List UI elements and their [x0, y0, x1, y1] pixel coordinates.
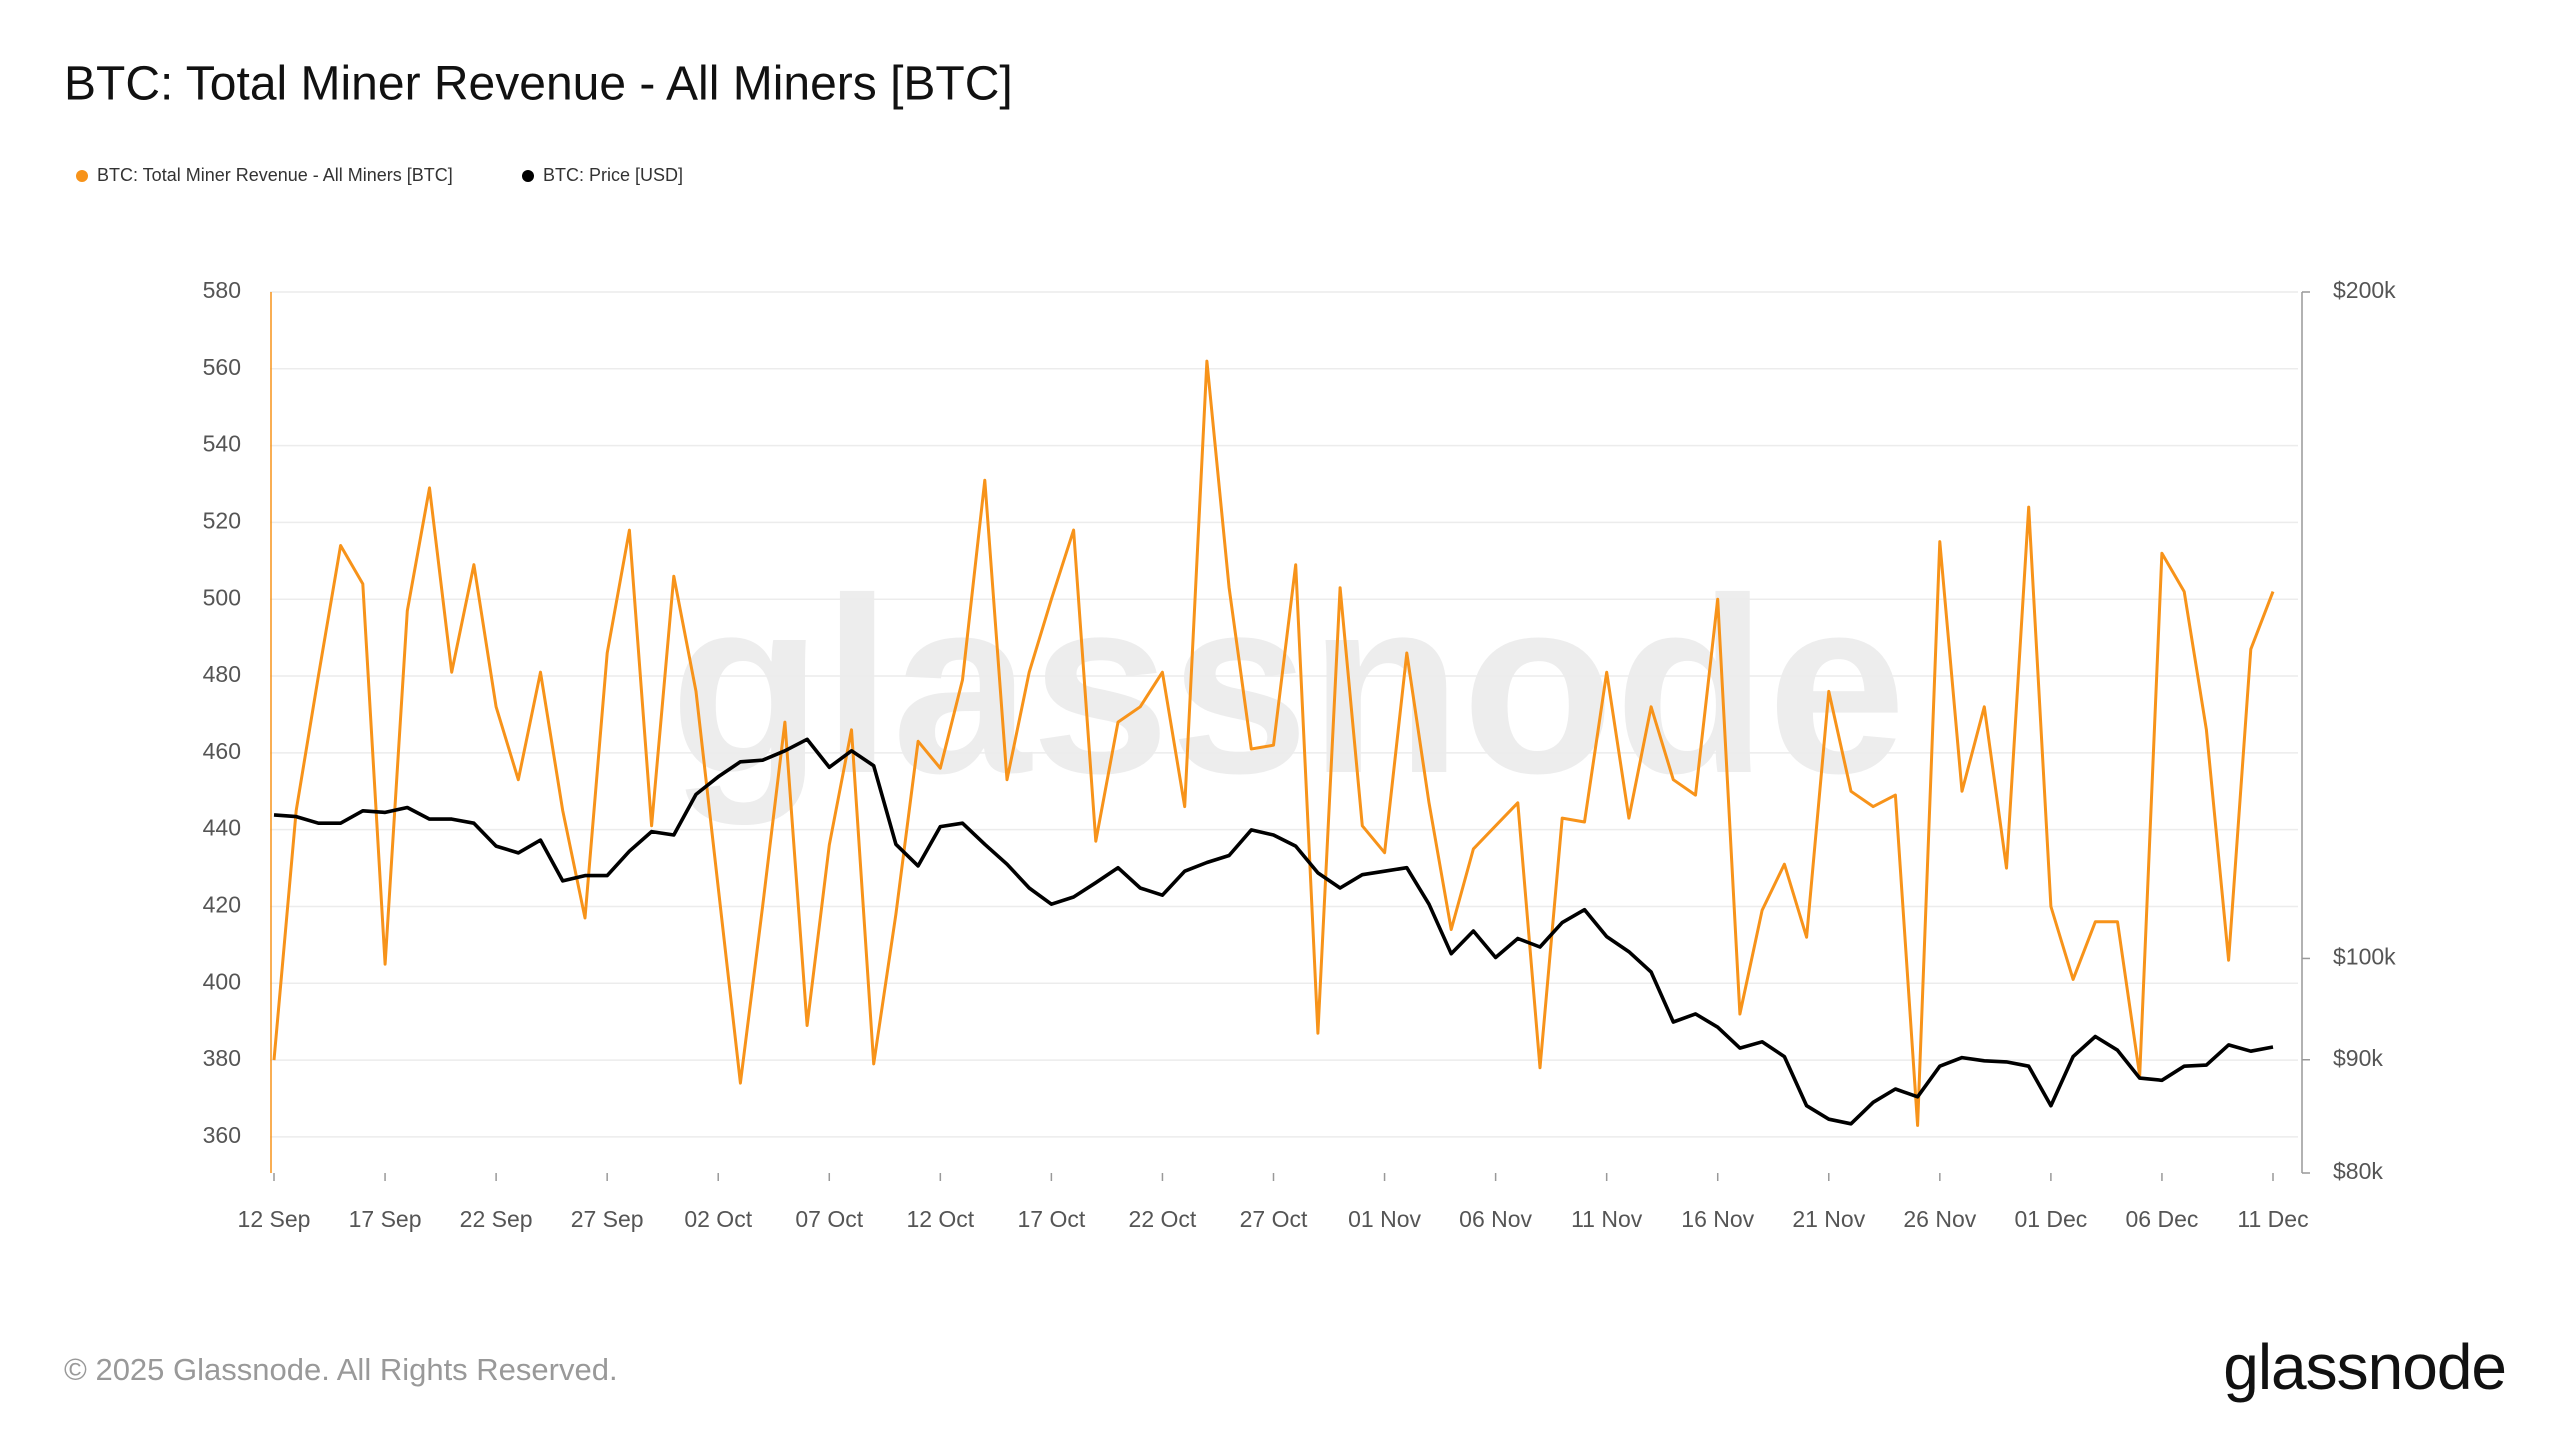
grid — [270, 291, 2298, 1138]
legend: BTC: Total Miner Revenue - All Miners [B… — [76, 165, 683, 185]
x-tick-label: 07 Oct — [795, 1206, 863, 1232]
legend-label: BTC: Total Miner Revenue - All Miners [B… — [97, 165, 453, 185]
x-tick-label: 26 Nov — [1903, 1206, 1976, 1232]
axes: 360 380 400 420 440 460 480 500 520 540 560 580 $80k… — [203, 277, 2397, 1232]
x-tick-label: 01 Dec — [2014, 1206, 2087, 1232]
x-tick-label: 06 Dec — [2126, 1206, 2199, 1232]
marks — [272, 359, 2275, 1127]
x-tick-label: 22 Oct — [1129, 1206, 1197, 1232]
y-tick-label: 520 — [203, 508, 241, 534]
y-tick-label: 380 — [203, 1045, 241, 1071]
x-tick-label: 27 Oct — [1240, 1206, 1308, 1232]
series-line — [272, 359, 2275, 1127]
y-tick-label: 400 — [203, 968, 241, 994]
legend-marker — [522, 170, 534, 182]
legend-marker — [76, 170, 88, 182]
x-tick-label: 27 Sep — [571, 1206, 644, 1232]
x-tick-label: 06 Nov — [1459, 1206, 1532, 1232]
x-tick-label: 17 Sep — [349, 1206, 422, 1232]
logo: glassnode — [2223, 1331, 2506, 1403]
y-tick-label: 440 — [203, 815, 241, 841]
x-tick-label: 02 Oct — [684, 1206, 752, 1232]
x-tick-label: 11 Dec — [2237, 1206, 2308, 1232]
legend-label: BTC: Price [USD] — [543, 165, 683, 185]
x-tick-label: 12 Oct — [906, 1206, 974, 1232]
x-tick-label: 11 Nov — [1571, 1206, 1643, 1232]
x-tick-label: 21 Nov — [1792, 1206, 1865, 1232]
y-tick-label: 360 — [203, 1122, 241, 1148]
series-line — [273, 737, 2274, 1126]
y-tick-label: 460 — [203, 738, 241, 764]
y-tick-label: 420 — [203, 892, 241, 918]
y2-tick-label: $90k — [2333, 1045, 2383, 1071]
y2-tick-label: $100k — [2333, 944, 2396, 970]
copyright: © 2025 Glassnode. All Rights Reserved. — [64, 1352, 618, 1387]
y-tick-label: 580 — [203, 277, 241, 303]
x-tick-label: 01 Nov — [1348, 1206, 1421, 1232]
y-tick-label: 500 — [203, 584, 241, 610]
x-tick-label: 22 Sep — [460, 1206, 533, 1232]
chart-title: BTC: Total Miner Revenue - All Miners [B… — [64, 58, 1013, 111]
y-tick-label: 480 — [203, 661, 241, 687]
x-tick-label: 12 Sep — [238, 1206, 311, 1232]
y2-tick-label: $200k — [2333, 277, 2396, 303]
x-tick-label: 17 Oct — [1018, 1206, 1086, 1232]
y2-tick-label: $80k — [2333, 1158, 2383, 1184]
y-tick-label: 540 — [203, 431, 241, 457]
y-tick-label: 560 — [203, 354, 241, 380]
x-tick-label: 16 Nov — [1681, 1206, 1754, 1232]
